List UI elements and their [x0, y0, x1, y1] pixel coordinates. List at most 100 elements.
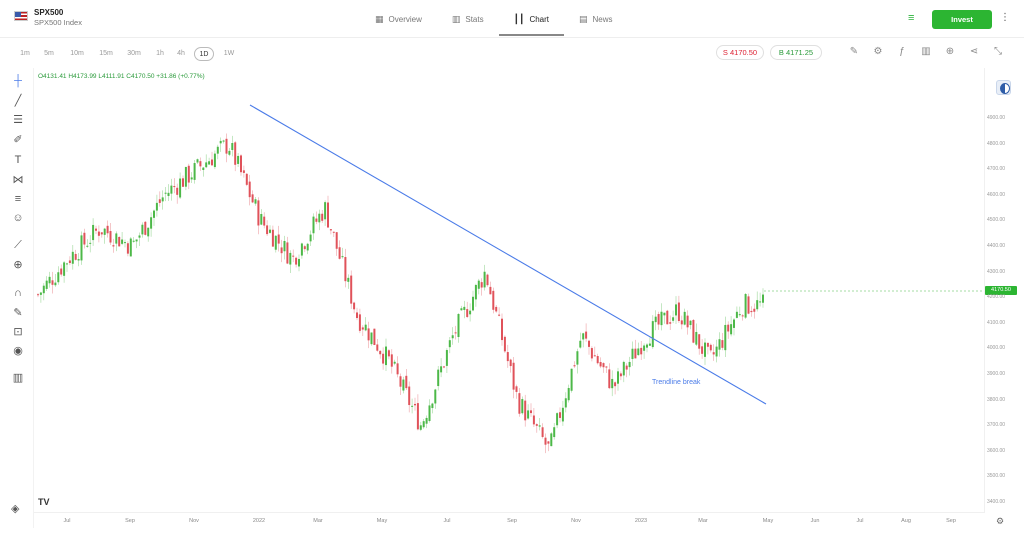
candle-body: [219, 140, 222, 144]
candle-body: [45, 280, 48, 289]
candle-body: [503, 336, 506, 352]
timeframe-1w[interactable]: 1W: [223, 50, 235, 57]
price-tick: 3500.00: [987, 473, 1006, 480]
candle-body: [173, 186, 176, 188]
timeframe-30m[interactable]: 30m: [127, 50, 141, 57]
candle-body: [54, 282, 57, 286]
candle-body: [486, 274, 489, 286]
eye-icon[interactable]: ◉: [13, 345, 23, 357]
candle-body: [457, 313, 460, 337]
candle-body: [295, 257, 298, 265]
candle-body: [225, 138, 228, 154]
share-icon[interactable]: ⋖: [969, 46, 979, 57]
price-tick: 4000.00: [987, 345, 1006, 352]
trendline[interactable]: [249, 104, 767, 405]
text-icon[interactable]: T: [14, 154, 22, 166]
timeframe-5m[interactable]: 5m: [44, 50, 54, 57]
timeframe-1m[interactable]: 1m: [20, 50, 30, 57]
candle-body: [614, 382, 617, 387]
candle-body: [527, 410, 530, 419]
add-icon[interactable]: ⊕: [945, 46, 955, 57]
trash-icon[interactable]: ▥: [12, 372, 24, 384]
more-menu-icon[interactable]: ⋮: [1000, 12, 1010, 23]
trend-line-icon[interactable]: ╱: [14, 95, 22, 107]
pencil-icon[interactable]: ✎: [849, 46, 859, 57]
candle-body: [202, 167, 205, 170]
candle-body: [80, 235, 83, 261]
fib-icon[interactable]: ☰: [13, 114, 23, 126]
timeframe-10m[interactable]: 10m: [70, 50, 84, 57]
candle-body: [724, 324, 727, 351]
candle-body: [144, 221, 147, 235]
pattern-icon[interactable]: ⋈: [12, 174, 24, 186]
settings-icon[interactable]: ⚙: [873, 46, 883, 57]
candle-body: [648, 343, 651, 346]
candle-body: [451, 335, 454, 339]
invest-button[interactable]: Invest: [932, 10, 992, 29]
layers-icon[interactable]: ◈: [11, 503, 20, 515]
candle-body: [115, 233, 118, 244]
candle-body: [445, 350, 448, 366]
candle-body: [155, 202, 158, 211]
candle-body: [42, 285, 45, 294]
candle-body: [97, 231, 100, 236]
candle-body: [564, 398, 567, 408]
candle-body: [518, 393, 521, 414]
time-tick: Jul: [856, 518, 864, 524]
instrument-symbol: SPX500: [34, 8, 64, 17]
candle-body: [260, 213, 263, 225]
timeframe-1d[interactable]: 1D: [194, 47, 214, 61]
candle-body: [266, 225, 269, 235]
sell-price-button[interactable]: S 4170.50: [716, 45, 764, 60]
candle-body: [733, 319, 735, 328]
tab-overview[interactable]: ▦ Overview: [375, 13, 422, 24]
candle-body: [434, 389, 437, 404]
main-tabs: ▦ Overview ▥ Stats ┃┃ Chart ▤ News: [360, 0, 628, 38]
price-tick: 4300.00: [987, 268, 1006, 275]
candle-body: [663, 312, 666, 316]
compare-icon[interactable]: ▥: [921, 46, 931, 57]
fullscreen-icon[interactable]: ⤡: [994, 46, 1002, 57]
timeframe-1h[interactable]: 1h: [156, 50, 164, 57]
candle-body: [77, 259, 80, 261]
candle-body: [89, 242, 92, 244]
crosshair-icon[interactable]: ┼: [14, 75, 22, 87]
time-tick: Sep: [125, 518, 135, 524]
candle-body: [573, 365, 576, 367]
lock-draw-icon[interactable]: ✎: [13, 307, 23, 319]
timeframe-15m[interactable]: 15m: [99, 50, 113, 57]
forecast-icon[interactable]: ≡: [14, 193, 22, 205]
candle-body: [480, 282, 483, 288]
candle-body: [283, 240, 286, 252]
tab-chart[interactable]: ┃┃ Chart: [498, 0, 565, 38]
price-tick: 4200.00: [987, 294, 1006, 301]
emoji-icon[interactable]: ☺: [12, 212, 24, 224]
tab-stats[interactable]: ▥ Stats: [451, 13, 484, 24]
candle-body: [489, 286, 492, 295]
zoom-icon[interactable]: ⊕: [13, 259, 23, 271]
candle-body: [530, 410, 532, 414]
tab-news[interactable]: ▤ News: [579, 13, 613, 24]
chart-settings-icon[interactable]: ⚙: [996, 516, 1005, 526]
buy-price-button[interactable]: B 4171.25: [770, 45, 822, 60]
candle-body: [738, 314, 741, 316]
magnet-icon[interactable]: ∩: [14, 287, 22, 299]
theme-toggle-icon[interactable]: [996, 80, 1011, 95]
timeframe-4h[interactable]: 4h: [177, 50, 185, 57]
candle-body: [692, 319, 695, 343]
candle-body: [515, 386, 518, 392]
ruler-icon[interactable]: ⟋: [14, 239, 22, 251]
watchlist-add-icon[interactable]: ≡: [908, 12, 915, 24]
candle-body: [474, 284, 477, 300]
candle-body: [39, 292, 42, 295]
lock-icon[interactable]: ⊡: [13, 326, 23, 338]
candle-body: [51, 280, 54, 285]
candle-body: [640, 347, 643, 355]
indicators-icon[interactable]: ƒ: [899, 46, 905, 57]
candle-body: [619, 373, 622, 377]
candle-body: [387, 350, 390, 357]
candle-body: [199, 161, 202, 167]
brush-icon[interactable]: ✐: [13, 134, 23, 146]
candle-body: [634, 348, 637, 359]
